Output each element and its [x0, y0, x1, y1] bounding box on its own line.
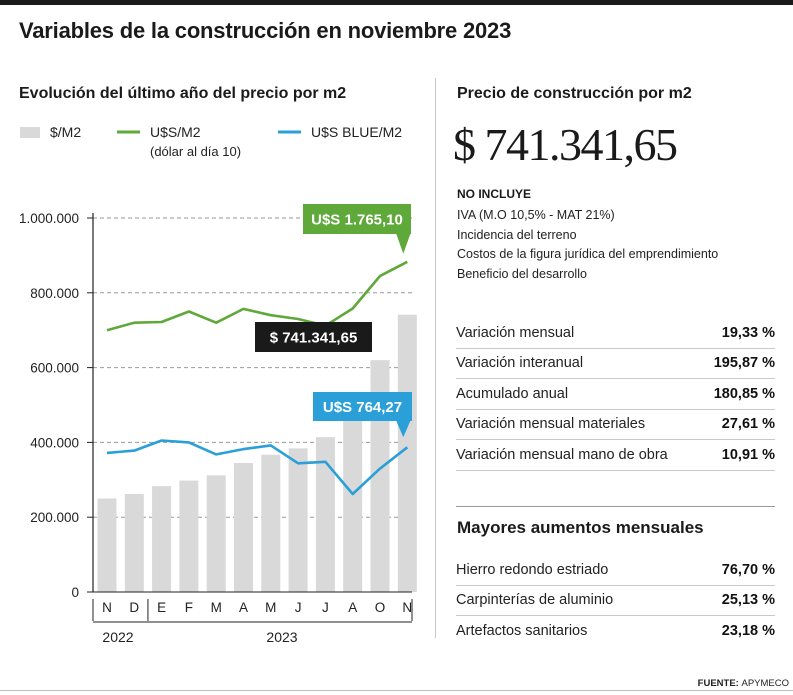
bar — [261, 454, 281, 592]
series-line — [106, 260, 408, 332]
legend-sublabel: (dólar al día 10) — [150, 144, 241, 159]
top-rule — [0, 0, 793, 5]
stats-row: Variación mensual materiales 27,61 % — [456, 410, 775, 440]
x-tick-label: D — [129, 600, 139, 615]
bar — [397, 314, 417, 592]
callout-box — [313, 392, 412, 421]
increase-row: Hierro redondo estriado 76,70 % — [456, 555, 775, 586]
stats-value: 10,91 % — [721, 446, 775, 463]
source-credit: FUENTE: APYMECO — [698, 678, 789, 689]
y-tick-label: 0 — [71, 585, 79, 600]
x-tick-label: N — [102, 600, 112, 615]
legend-label: $/M2 — [50, 124, 81, 140]
x-tick-label: A — [348, 600, 357, 615]
bar — [124, 494, 144, 592]
bar — [97, 498, 117, 592]
stats-row: Variación mensual mano de obra 10,91 % — [456, 440, 775, 471]
x-tick-label: M — [265, 600, 276, 615]
stats-label: Variación mensual materiales — [456, 416, 646, 433]
callout-pointer — [396, 421, 411, 438]
callout-label: U$S 1.765,10 — [311, 212, 403, 229]
bar — [288, 448, 308, 592]
callout-box — [303, 204, 411, 234]
stats-value: 19,33 % — [721, 324, 775, 341]
bar — [179, 480, 199, 592]
increase-row: Artefactos sanitarios 23,18 % — [456, 616, 775, 646]
stats-label: Variación mensual mano de obra — [456, 446, 668, 463]
increases-title: Mayores aumentos mensuales — [457, 518, 704, 537]
bar — [206, 475, 226, 592]
y-tick-label: 600.000 — [30, 361, 79, 376]
stats-table: Variación mensual 19,33 % Variación inte… — [456, 318, 775, 471]
increase-label: Hierro redondo estriado — [456, 561, 609, 578]
callout-label: U$S 764,27 — [323, 399, 402, 416]
stats-row: Acumulado anual 180,85 % — [456, 379, 775, 410]
legend-bar-swatch — [20, 127, 40, 138]
bar — [152, 486, 172, 592]
increases-table: Hierro redondo estriado 76,70 % Carpinte… — [456, 555, 775, 646]
x-tick-label: F — [185, 600, 193, 615]
y-tick-label: 1.000.000 — [19, 211, 79, 226]
y-tick-label: 800.000 — [30, 286, 79, 301]
excludes-item: Incidencia del terreno — [457, 227, 577, 242]
x-tick-label: M — [211, 600, 222, 615]
increase-value: 76,70 % — [721, 561, 775, 578]
increase-label: Artefactos sanitarios — [456, 622, 588, 639]
series-line — [106, 439, 409, 496]
callout-label: $ 741.341,65 — [270, 330, 358, 347]
increases-separator — [456, 506, 775, 507]
price-evolution-chart: $/M2 U$S/M2 (dólar al día 10) U$S BLUE/M2 0 2… — [19, 124, 417, 645]
source-value: APYMECO — [741, 678, 789, 689]
excludes-title: NO INCLUYE — [457, 187, 532, 201]
excludes-item: Costos de la figura jurídica del emprend… — [457, 247, 719, 262]
year-label: 2023 — [266, 629, 297, 645]
increase-label: Carpinterías de aluminio — [456, 592, 614, 609]
excludes-item: Beneficio del desarrollo — [457, 267, 587, 282]
increase-row: Carpinterías de aluminio 25,13 % — [456, 586, 775, 616]
chart-title: Evolución del último año del precio por … — [19, 85, 347, 102]
stats-value: 195,87 % — [713, 355, 775, 372]
x-tick-label: N — [402, 600, 412, 615]
x-tick-label: J — [322, 600, 329, 615]
excludes-list: IVA (M.O 10,5% - MAT 21%) Incidencia del… — [457, 206, 777, 285]
x-tick-label: O — [375, 600, 386, 615]
legend-label: U$S BLUE/M2 — [311, 124, 402, 140]
price-value: $ 741.341,65 — [453, 119, 678, 170]
stats-value: 27,61 % — [721, 416, 775, 433]
x-tick-label: E — [157, 600, 166, 615]
stats-label: Variación interanual — [456, 355, 584, 372]
bar — [315, 437, 335, 592]
price-title: Precio de construcción por m2 — [457, 85, 692, 102]
y-tick-label: 400.000 — [30, 435, 79, 450]
increase-value: 23,18 % — [721, 622, 775, 639]
bottom-rule — [0, 690, 793, 691]
excludes-item: IVA (M.O 10,5% - MAT 21%) — [457, 208, 615, 222]
stats-value: 180,85 % — [713, 385, 775, 402]
column-divider — [435, 78, 436, 638]
bar — [343, 416, 363, 592]
legend-label: U$S/M2 — [150, 124, 201, 140]
stats-label: Variación mensual — [456, 324, 575, 341]
stats-row: Variación mensual 19,33 % — [456, 318, 775, 349]
source-label: FUENTE: — [697, 678, 739, 689]
x-tick-label: A — [239, 600, 248, 615]
callout-box — [255, 322, 372, 352]
x-tick-label: J — [295, 600, 302, 615]
page-title: Variables de la construcción en noviembr… — [19, 18, 512, 43]
stats-label: Acumulado anual — [456, 385, 569, 402]
increase-value: 25,13 % — [721, 592, 775, 609]
stats-row: Variación interanual 195,87 % — [456, 349, 775, 379]
bar — [234, 462, 253, 592]
y-tick-label: 200.000 — [30, 510, 79, 525]
callout-pointer — [396, 234, 411, 254]
year-label: 2022 — [102, 629, 133, 645]
